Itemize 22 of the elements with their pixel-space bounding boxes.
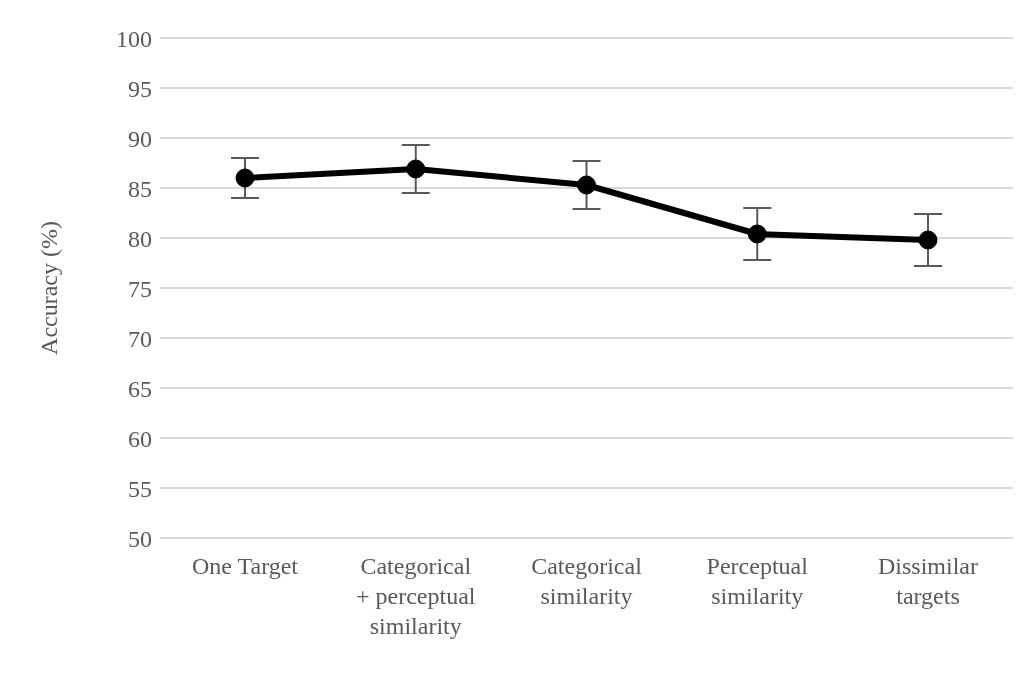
x-tick-label: Categorical + perceptual similarity: [356, 553, 476, 639]
y-tick-label: 55: [128, 475, 152, 502]
y-tick-label: 50: [128, 525, 152, 552]
x-tick-label: Perceptual similarity: [706, 553, 809, 609]
y-axis-title: Accuracy (%): [35, 221, 62, 355]
x-tick-label: One Target: [191, 553, 299, 579]
y-tick-label: 80: [128, 225, 152, 252]
point: [577, 175, 596, 195]
y-tick-label: 85: [128, 175, 152, 202]
point: [235, 168, 255, 188]
point: [918, 230, 938, 250]
point: [747, 224, 767, 244]
x-tick-label: Dissimilar targets: [878, 553, 978, 609]
y-tick-label: 95: [128, 75, 152, 102]
point: [406, 159, 426, 179]
x-tick-label: Categorical similarity: [531, 553, 643, 609]
y-tick-label: 100: [116, 25, 152, 52]
y-tick-label: 75: [128, 275, 152, 302]
y-tick-label: 90: [128, 125, 152, 152]
y-tick-label: 70: [128, 325, 152, 352]
y-tick-label: 60: [128, 425, 152, 452]
y-tick-label: 65: [128, 375, 152, 402]
